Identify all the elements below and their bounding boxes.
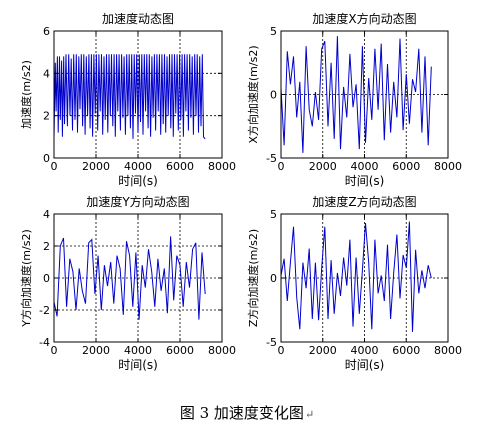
chart-title: 加速度动态图 <box>102 11 174 26</box>
y-axis-label: Z方向加速度(m/s2) <box>246 229 260 327</box>
x-tick-label: 6000 <box>166 160 194 173</box>
x-tick-label: 8000 <box>434 160 462 173</box>
x-tick-label: 4000 <box>124 160 152 173</box>
x-tick-label: 0 <box>278 344 285 357</box>
x-axis-label: 时间(s) <box>345 174 385 188</box>
x-tick-label: 2000 <box>82 160 110 173</box>
x-tick-label: 2000 <box>309 344 337 357</box>
x-tick-label: 0 <box>278 160 285 173</box>
y-tick-label: 4 <box>43 208 50 221</box>
y-tick-label: 4 <box>43 67 50 80</box>
x-tick-label: 4000 <box>351 160 379 173</box>
y-tick-label: -4 <box>39 336 50 349</box>
y-axis-label: Y方向加速度(m/s2) <box>19 229 33 327</box>
x-tick-label: 0 <box>51 160 58 173</box>
y-tick-label: 5 <box>270 208 277 221</box>
x-axis-label: 时间(s) <box>345 358 385 372</box>
x-tick-label: 2000 <box>309 160 337 173</box>
chart-title: 加速度Y方向动态图 <box>86 194 189 209</box>
x-tick-label: 8000 <box>434 344 462 357</box>
y-tick-label: -5 <box>266 152 277 165</box>
x-tick-label: 0 <box>51 344 58 357</box>
chart-panel-4: 0 2000 4000 6000 8000-505加速度Z方向动态图时间(s)Z方向加速… <box>246 194 462 372</box>
y-axis-label: 加速度(m/s2) <box>19 60 33 129</box>
y-tick-label: 0 <box>270 272 277 285</box>
data-series-line <box>54 54 206 140</box>
x-tick-label: 4000 <box>124 344 152 357</box>
y-tick-label: 0 <box>43 152 50 165</box>
x-axis-label: 时间(s) <box>118 358 158 372</box>
y-axis-label: X方向加速度(m/s2) <box>246 45 260 143</box>
data-series-line <box>281 221 432 332</box>
y-tick-label: -2 <box>39 304 50 317</box>
y-tick-label: 0 <box>43 272 50 285</box>
x-tick-label: 6000 <box>392 344 420 357</box>
y-tick-label: 2 <box>43 110 50 123</box>
figure: 0 2000 4000 6000 80000246加速度动态图时间(s)加速度(m/s2… <box>19 11 462 372</box>
data-series-line <box>281 36 432 153</box>
x-tick-label: 4000 <box>351 344 379 357</box>
chart-panel-2: 0 2000 4000 6000 8000-505加速度X方向动态图时间(s)X方向加速… <box>246 11 462 188</box>
caption-text: 图 3 加速度变化图 <box>179 404 304 422</box>
figure-caption: 图 3 加速度变化图↵ <box>0 402 494 423</box>
y-tick-label: 0 <box>270 89 277 102</box>
x-tick-label: 8000 <box>208 160 236 173</box>
x-axis-label: 时间(s) <box>118 174 158 188</box>
x-tick-label: 6000 <box>166 344 194 357</box>
y-tick-label: -5 <box>266 336 277 349</box>
x-tick-label: 6000 <box>392 160 420 173</box>
y-tick-label: 2 <box>43 240 50 253</box>
return-mark-icon: ↵ <box>304 408 315 421</box>
chart-title: 加速度X方向动态图 <box>312 11 416 26</box>
y-tick-label: 6 <box>43 25 50 38</box>
y-tick-label: 5 <box>270 25 277 38</box>
chart-title: 加速度Z方向动态图 <box>312 194 416 209</box>
x-tick-label: 2000 <box>82 344 110 357</box>
x-tick-label: 8000 <box>208 344 236 357</box>
data-series-line <box>54 236 206 320</box>
